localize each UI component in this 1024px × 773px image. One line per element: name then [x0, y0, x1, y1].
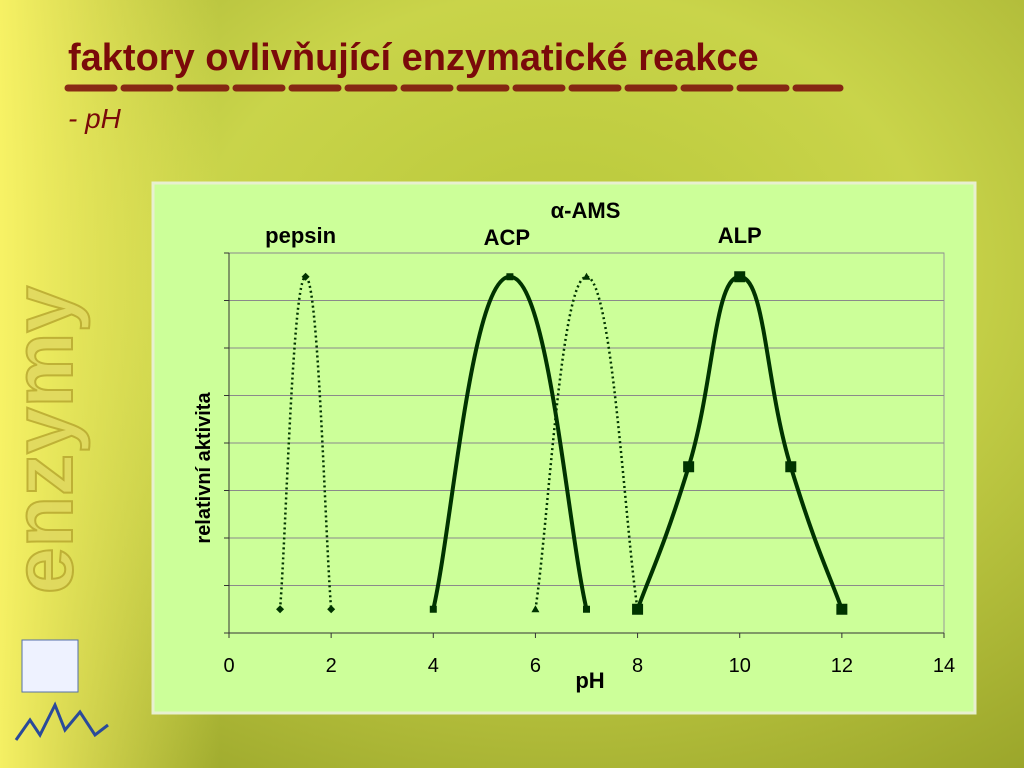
x-tick-label: 4 [428, 655, 439, 677]
marker [632, 603, 644, 615]
x-tick-label: 8 [632, 655, 643, 677]
series-label: ACP [484, 225, 530, 250]
slide-subtitle: - pH [68, 103, 122, 134]
series-label: pepsin [265, 223, 336, 248]
x-tick-label: 12 [831, 655, 853, 677]
series-label: ALP [718, 223, 762, 248]
x-tick-label: 10 [729, 655, 751, 677]
x-tick-label: 6 [530, 655, 541, 677]
marker [531, 605, 540, 613]
marker [683, 461, 695, 473]
series-line [534, 275, 639, 610]
y-axis-label: relativní aktivita [193, 392, 215, 544]
marker [301, 272, 310, 281]
series-label: α-AMS [551, 198, 621, 223]
x-axis-label: pH [575, 668, 604, 693]
marker [429, 605, 437, 613]
x-tick-label: 0 [223, 655, 234, 677]
marker [276, 605, 285, 614]
slide-title: faktory ovlivňující enzymatické reakce [68, 37, 759, 79]
logo-skyline [14, 701, 109, 741]
marker [836, 603, 848, 615]
marker [582, 272, 591, 280]
side-text: enzymy [0, 286, 90, 594]
marker [327, 605, 336, 614]
marker [785, 461, 797, 473]
x-tick-label: 14 [933, 655, 955, 677]
marker [506, 273, 514, 281]
series-line [278, 275, 333, 610]
x-tick-label: 2 [326, 655, 337, 677]
marker [734, 271, 746, 283]
chart-panel [151, 181, 977, 715]
marker [583, 605, 590, 613]
logo [21, 639, 79, 693]
